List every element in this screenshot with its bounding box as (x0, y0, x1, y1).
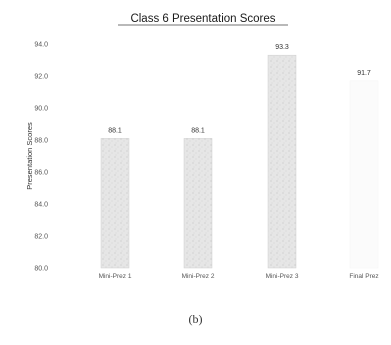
y-tick-label: 84.0 (34, 202, 48, 209)
bar (100, 138, 130, 269)
bar (349, 80, 379, 269)
y-axis-ticks: 80.0 82.0 84.0 86.0 88.0 90.0 92.0 94.0 (34, 42, 48, 273)
bar-data-label: 93.3 (275, 44, 289, 51)
y-tick-label: 90.0 (34, 106, 48, 113)
bar-data-label: 88.1 (108, 127, 122, 134)
y-tick-label: 82.0 (34, 234, 48, 241)
chart-title: Class 6 Presentation Scores (130, 13, 275, 25)
bar-data-labels: 88.1 88.1 93.3 91.7 (108, 44, 371, 134)
y-tick-label: 92.0 (34, 74, 48, 81)
y-tick-label: 88.0 (34, 138, 48, 145)
bar (267, 54, 297, 269)
y-axis-label: Presentation Scores (25, 122, 34, 190)
y-tick-label: 80.0 (34, 266, 48, 273)
x-tick-label: Final Prez (349, 273, 378, 280)
bar-data-label: 88.1 (191, 127, 205, 134)
figure-caption: (b) (188, 312, 203, 326)
x-tick-label: Mini-Prez 1 (99, 273, 132, 280)
y-tick-label: 86.0 (34, 170, 48, 177)
x-tick-label: Mini-Prez 2 (182, 273, 215, 280)
bars (100, 54, 379, 269)
bar (183, 138, 213, 269)
x-tick-label: Mini-Prez 3 (266, 273, 299, 280)
x-axis-ticks: Mini-Prez 1 Mini-Prez 2 Mini-Prez 3 Final P… (99, 273, 379, 280)
y-tick-label: 94.0 (34, 42, 48, 49)
bar-data-label: 91.7 (357, 70, 371, 77)
